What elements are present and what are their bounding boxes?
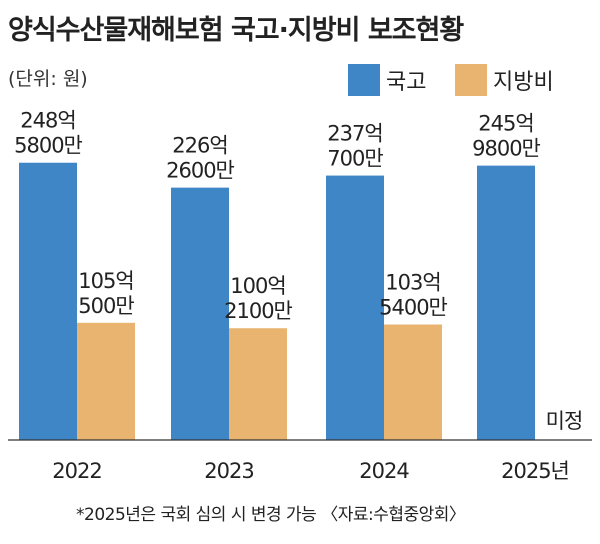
data-label: 700만: [327, 147, 383, 171]
data-label: 5800만: [14, 134, 82, 158]
bar-local-1: [229, 328, 287, 440]
legend-item-national: 국고: [348, 64, 426, 96]
x-tick-label: 2022: [52, 459, 101, 483]
data-label: 248억: [20, 109, 75, 133]
chart-title: 양식수산물재해보험 국고·지방비 보조현황: [8, 15, 464, 46]
legend-label-national: 국고: [386, 70, 427, 95]
legend-swatch-national: [348, 64, 380, 96]
unit-label: (단위: 원): [8, 68, 88, 90]
bar-national-1: [171, 187, 229, 440]
data-label: 237억: [327, 122, 382, 146]
bar-local-2: [384, 324, 442, 440]
x-tick-label: 2024: [359, 459, 409, 483]
data-label: 226억: [172, 134, 227, 158]
bar-national-3: [477, 165, 535, 440]
bar-national-2: [326, 175, 384, 440]
x-tick-label: 2023: [204, 459, 253, 483]
bar-national-0: [19, 162, 77, 441]
x-tick-label: 2025년: [501, 459, 569, 483]
data-label: 500만: [78, 294, 134, 318]
data-label: 9800만: [472, 137, 540, 161]
legend-item-local: 지방비: [455, 64, 554, 96]
data-label: 2600만: [166, 159, 234, 183]
legend-swatch-local: [455, 64, 487, 96]
bar-local-0: [77, 322, 135, 440]
data-label: 미정: [546, 409, 583, 433]
data-label: 2100만: [224, 299, 292, 323]
data-label: 105억: [78, 269, 133, 293]
footnote: *2025년은 국회 심의 시 변경 가능 〈자료:수협중앙회〉: [76, 505, 466, 525]
data-label: 5400만: [379, 296, 447, 320]
data-label: 245억: [478, 112, 533, 136]
data-label: 103억: [385, 271, 440, 295]
legend-label-local: 지방비: [493, 70, 554, 95]
data-label: 100억: [230, 274, 285, 298]
